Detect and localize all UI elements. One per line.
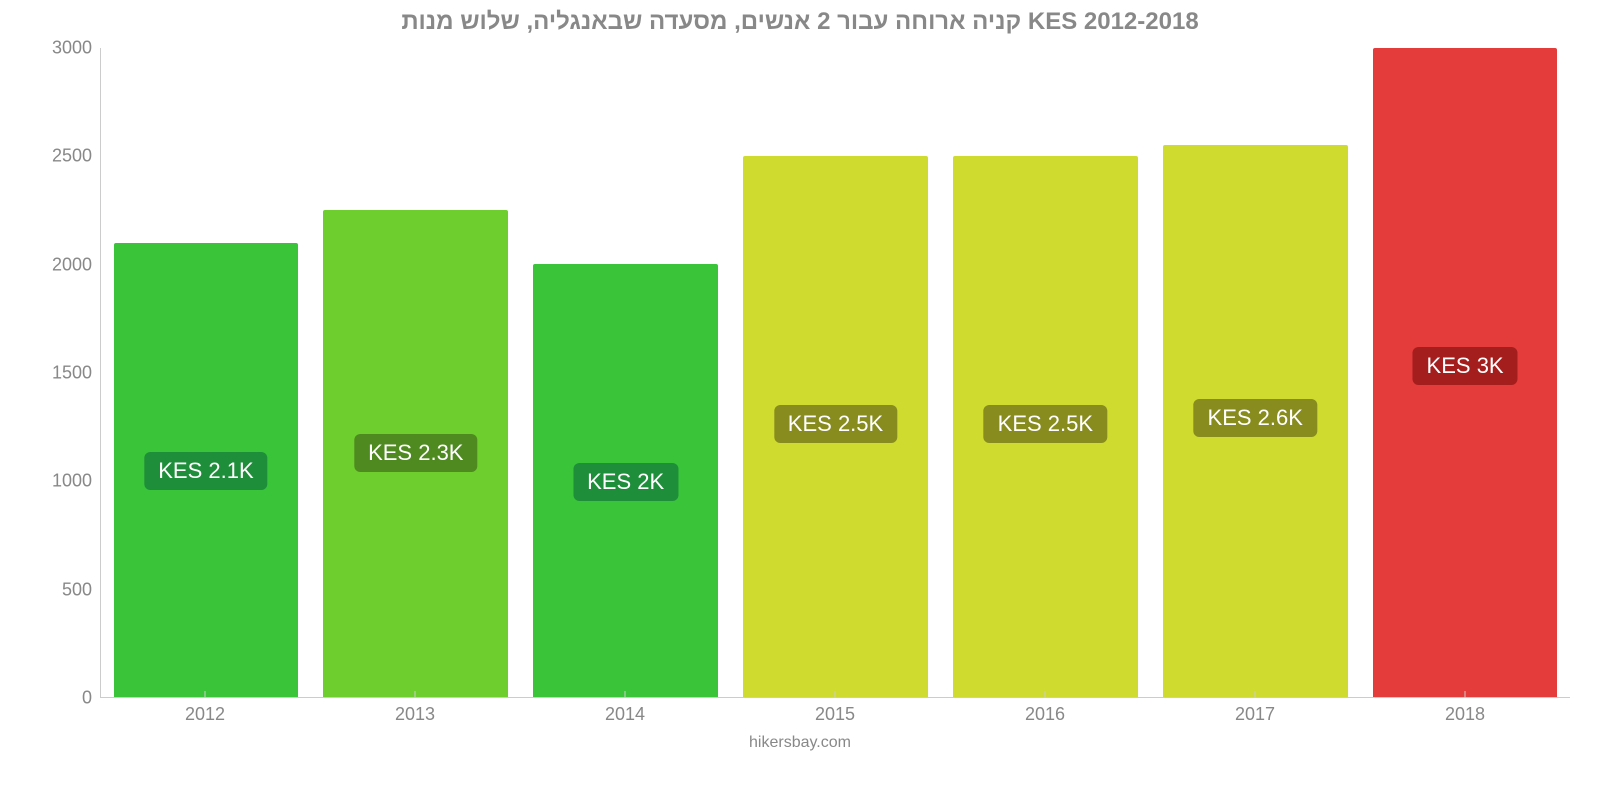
bar-slot: KES 2.6K [1150,48,1360,697]
x-tick: 2014 [520,698,730,728]
bar-slot: KES 2.1K [101,48,311,697]
x-tick: 2016 [940,698,1150,728]
bar-slot: KES 2.5K [940,48,1150,697]
x-axis: 2012201320142015201620172018 [100,698,1570,728]
bar: KES 2.1K [114,243,299,697]
bar-slot: KES 2K [521,48,731,697]
bar: KES 2.5K [743,156,928,697]
bar-value-label: KES 2.3K [354,434,477,472]
bar: KES 3K [1373,48,1558,697]
y-axis: 050010001500200025003000 [40,48,100,698]
bar-slot: KES 2.5K [731,48,941,697]
y-tick: 2500 [52,146,92,167]
bar: KES 2K [533,264,718,697]
bar-value-label: KES 2.1K [144,452,267,490]
y-tick: 0 [82,688,92,709]
bar-slot: KES 3K [1360,48,1570,697]
y-tick: 3000 [52,38,92,59]
footer-credit: hikersbay.com [749,734,851,752]
y-tick: 500 [62,579,92,600]
y-tick: 1500 [52,363,92,384]
x-tick: 2018 [1360,698,1570,728]
bar: KES 2.5K [953,156,1138,697]
bars-container: KES 2.1K KES 2.3K KES 2K KES 2.5K KES 2.5K KE… [101,48,1570,697]
y-tick: 2000 [52,254,92,275]
bar: KES 2.6K [1163,145,1348,697]
plot: KES 2.1K KES 2.3K KES 2K KES 2.5K KES 2.5K KE… [100,48,1570,698]
bar-value-label: KES 2.5K [984,405,1107,443]
bar-value-label: KES 2K [573,463,678,501]
y-tick: 1000 [52,471,92,492]
x-tick: 2017 [1150,698,1360,728]
bar-value-label: KES 2.5K [774,405,897,443]
bar-value-label: KES 3K [1413,347,1518,385]
bar: KES 2.3K [323,210,508,697]
plot-area: 050010001500200025003000 KES 2.1KKES 2.3… [40,48,1570,728]
chart-title: קניה ארוחה עבור 2 אנשים, מסעדה שבאנגליה,… [401,8,1198,36]
bar-slot: KES 2.3K [311,48,521,697]
bar-value-label: KES 2.6K [1194,399,1317,437]
x-tick: 2015 [730,698,940,728]
x-tick: 2012 [100,698,310,728]
x-tick: 2013 [310,698,520,728]
